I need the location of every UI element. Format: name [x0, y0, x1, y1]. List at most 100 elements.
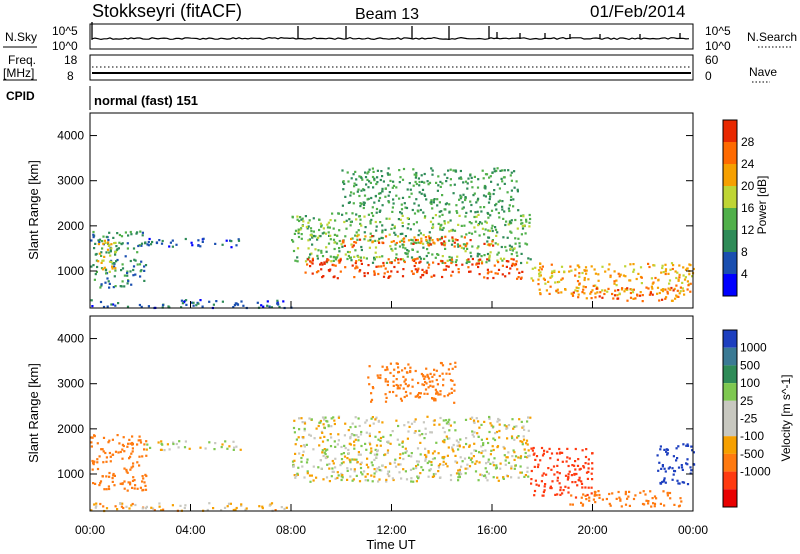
- heatmap-cell: [477, 178, 480, 181]
- heatmap-cell: [383, 272, 386, 275]
- heatmap-cell: [413, 236, 416, 239]
- heatmap-cell: [268, 504, 271, 507]
- heatmap-cell: [518, 242, 521, 245]
- heatmap-cell: [431, 239, 434, 242]
- heatmap-cell: [538, 288, 541, 291]
- heatmap-cell: [381, 231, 384, 234]
- heatmap-cell: [574, 274, 577, 277]
- heatmap-cell: [488, 191, 491, 194]
- heatmap-cell: [353, 182, 356, 185]
- heatmap-cell: [464, 215, 467, 218]
- heatmap-cell: [377, 265, 380, 268]
- heatmap-cell: [475, 417, 478, 420]
- heatmap-cell: [554, 493, 557, 496]
- heatmap-cell: [327, 259, 330, 262]
- heatmap-cell: [441, 213, 444, 216]
- heatmap-cell: [495, 234, 498, 237]
- heatmap-cell: [292, 426, 296, 430]
- heatmap-cell: [498, 216, 501, 219]
- heatmap-cell: [360, 203, 363, 206]
- heatmap-cell: [520, 276, 523, 279]
- heatmap-cell: [480, 260, 484, 263]
- heatmap-cell: [495, 208, 498, 211]
- heatmap-cell: [397, 371, 400, 374]
- heatmap-cell: [338, 229, 341, 232]
- heatmap-cell: [240, 504, 243, 507]
- heatmap-cell: [197, 302, 200, 305]
- heatmap-cell: [270, 306, 273, 309]
- power-colorbar-tick: 16: [741, 201, 755, 215]
- heatmap-cell: [483, 254, 486, 257]
- heatmap-cell: [636, 293, 639, 296]
- heatmap-cell: [431, 380, 434, 383]
- heatmap-cell: [430, 202, 433, 205]
- heatmap-cell: [503, 182, 506, 185]
- heatmap-cell: [489, 175, 492, 178]
- heatmap-cell: [507, 207, 510, 210]
- heatmap-cell: [127, 481, 130, 484]
- heatmap-cell: [590, 486, 593, 489]
- heatmap-cell: [578, 266, 581, 269]
- heatmap-cell: [180, 306, 183, 309]
- heatmap-cell: [558, 472, 561, 475]
- heatmap-cell: [574, 468, 577, 471]
- heatmap-cell: [415, 395, 418, 398]
- heatmap-cell: [332, 276, 335, 279]
- heatmap-cell: [641, 300, 644, 303]
- heatmap-cell: [392, 374, 395, 377]
- heatmap-cell: [665, 450, 668, 453]
- heatmap-cell: [370, 450, 373, 453]
- heatmap-cell: [458, 473, 461, 476]
- heatmap-cell: [613, 282, 616, 285]
- heatmap-cell: [423, 271, 426, 274]
- heatmap-cell: [101, 240, 104, 243]
- heatmap-cell: [576, 280, 580, 283]
- heatmap-cell: [212, 507, 215, 510]
- y-tick-label: 2000: [57, 422, 84, 436]
- heatmap-cell: [541, 474, 544, 477]
- power-colorbar-tick: 24: [741, 157, 755, 171]
- heatmap-cell: [458, 445, 461, 448]
- heatmap-cell: [417, 396, 421, 399]
- heatmap-cell: [401, 221, 404, 224]
- heatmap-cell: [348, 251, 351, 254]
- heatmap-cell: [549, 457, 552, 460]
- heatmap-cell: [93, 247, 96, 250]
- heatmap-cell: [232, 440, 235, 443]
- heatmap-cell: [343, 455, 347, 458]
- heatmap-cell: [469, 417, 472, 420]
- heatmap-cell: [665, 448, 668, 451]
- heatmap-cell: [400, 477, 403, 480]
- heatmap-cell: [129, 481, 132, 484]
- heatmap-cell: [609, 504, 612, 507]
- heatmap-cell: [490, 243, 493, 246]
- heatmap-cell: [407, 223, 410, 226]
- heatmap-cell: [126, 282, 129, 285]
- heatmap-cell: [489, 193, 492, 196]
- heatmap-cell: [518, 418, 521, 421]
- heatmap-cell: [373, 258, 376, 261]
- heatmap-cell: [321, 276, 324, 279]
- heatmap-cell: [350, 177, 353, 180]
- heatmap-cell: [401, 225, 404, 228]
- heatmap-cell: [507, 424, 511, 427]
- heatmap-cell: [325, 260, 328, 263]
- heatmap-cell: [377, 239, 380, 243]
- heatmap-cell: [90, 299, 93, 302]
- heatmap-cell: [377, 192, 381, 195]
- heatmap-cell: [353, 276, 356, 279]
- heatmap-cell: [484, 187, 487, 190]
- heatmap-cell: [363, 203, 366, 206]
- heatmap-cell: [423, 392, 426, 395]
- heatmap-cell: [640, 276, 643, 279]
- heatmap-cell: [375, 256, 378, 259]
- heatmap-cell: [381, 224, 384, 227]
- velocity-colorbar-segment: [723, 471, 737, 490]
- heatmap-cell: [639, 266, 643, 269]
- heatmap-cell: [448, 392, 451, 395]
- heatmap-cell: [571, 293, 574, 296]
- heatmap-cell: [433, 419, 436, 422]
- heatmap-cell: [106, 305, 109, 308]
- heatmap-cell: [422, 233, 425, 237]
- heatmap-cell: [660, 271, 663, 274]
